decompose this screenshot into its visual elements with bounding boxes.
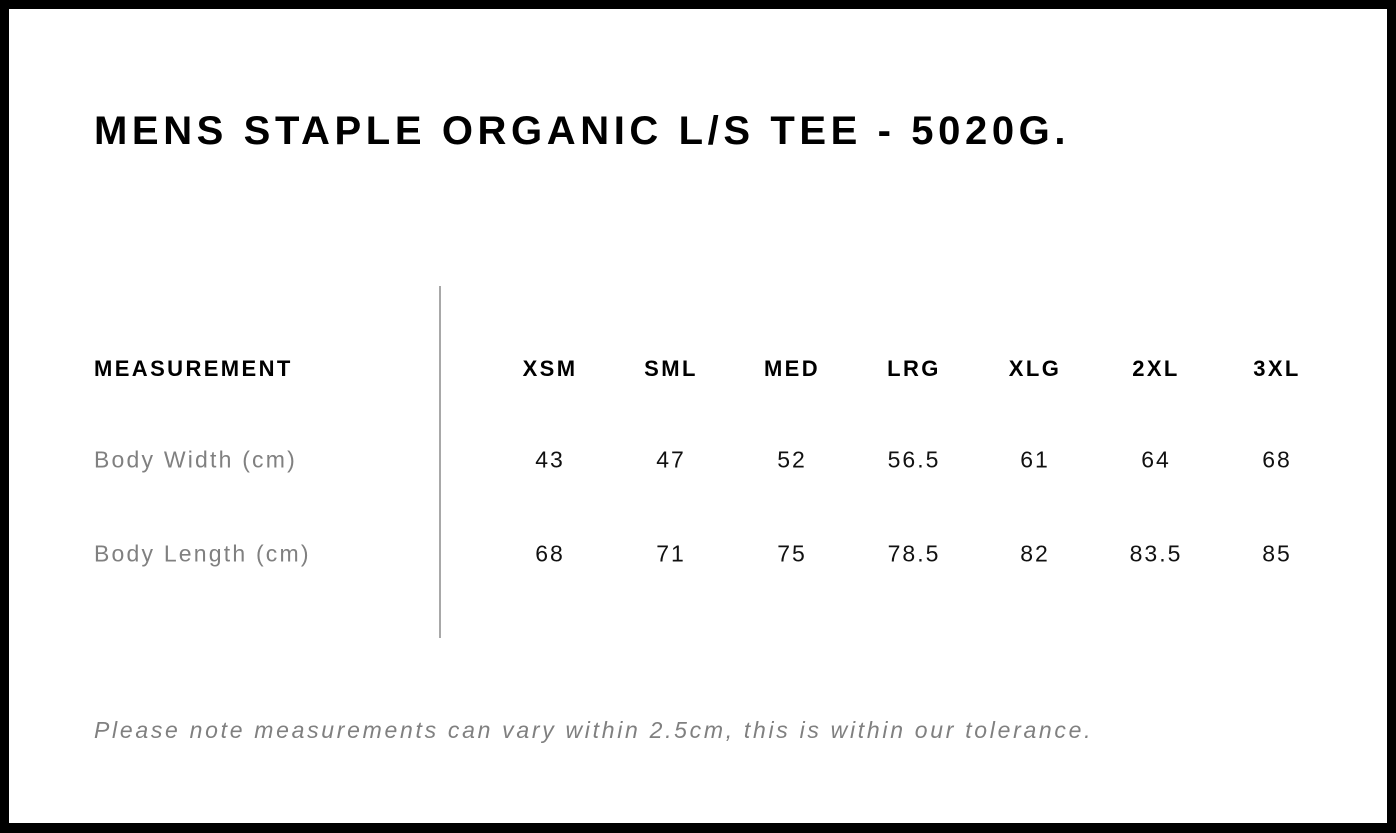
row-label-body-length: Body Length (cm) [94,540,311,567]
table-cell: 85 [1262,540,1292,567]
page-title: MENS STAPLE ORGANIC L/S TEE - 5020G. [94,109,1071,153]
size-header-3xl: 3XL [1253,356,1301,381]
table-cell: 83.5 [1129,540,1183,567]
table-cell: 52 [777,446,807,473]
table-cell: 56.5 [887,446,941,473]
size-header-sml: SML [644,356,698,381]
column-divider [439,286,441,638]
table-cell: 47 [656,446,686,473]
table-cell: 64 [1141,446,1171,473]
table-cell: 61 [1020,446,1050,473]
table-cell: 68 [1262,446,1292,473]
table-cell: 75 [777,540,807,567]
size-header-lrg: LRG [887,356,941,381]
table-cell: 82 [1020,540,1050,567]
table-cell: 78.5 [887,540,941,567]
table-cell: 43 [535,446,565,473]
measurement-header: MEASUREMENT [94,356,293,381]
size-header-2xl: 2XL [1132,356,1180,381]
size-header-med: MED [763,356,821,381]
size-header-xsm: XSM [522,356,578,381]
table-cell: 71 [656,540,686,567]
size-header-xlg: XLG [1008,356,1062,381]
size-chart-card: MENS STAPLE ORGANIC L/S TEE - 5020G. MEA… [9,9,1387,823]
table-cell: 68 [535,540,565,567]
row-label-body-width: Body Width (cm) [94,446,297,473]
tolerance-note: Please note measurements can vary within… [94,717,1094,743]
